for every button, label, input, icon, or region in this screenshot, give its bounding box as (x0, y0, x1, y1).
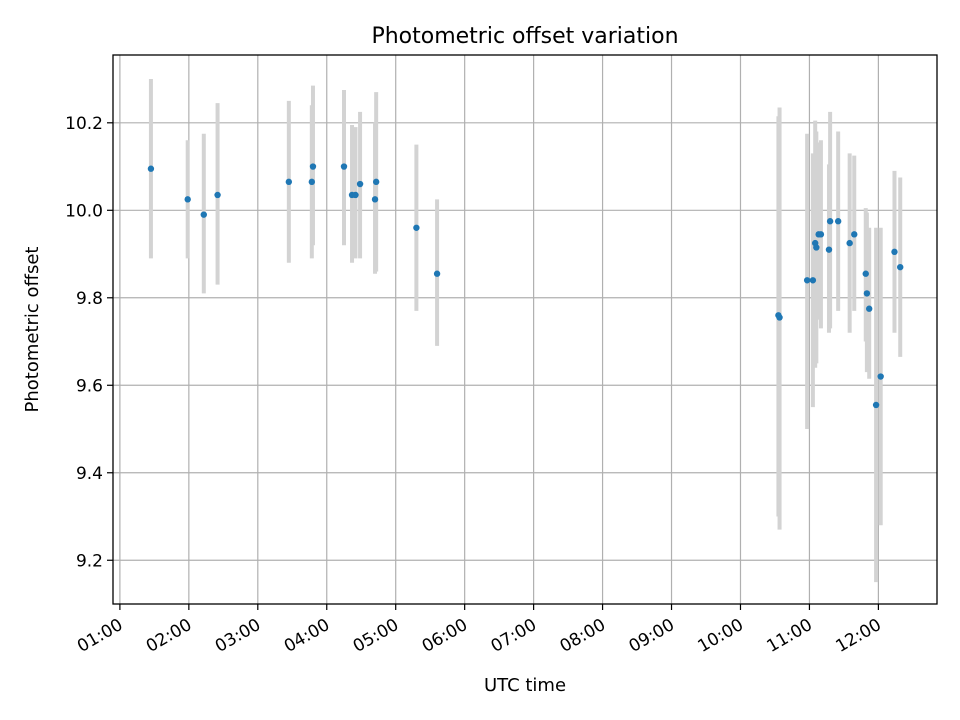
y-tick-label: 9.8 (76, 289, 103, 309)
data-point (863, 290, 871, 297)
y-tick-label: 10.0 (65, 201, 103, 221)
data-point (372, 178, 380, 186)
chart-title: Photometric offset variation (371, 24, 678, 49)
data-point (813, 244, 820, 251)
data-point (851, 231, 858, 238)
y-tick-label: 10.2 (65, 114, 103, 134)
x-axis-ticks: 01:00 02:00 03:00 04:00 05:00 06:00 07:00 08:00… (74, 604, 885, 657)
x-tick-label: 07:00 (488, 615, 540, 657)
x-tick-label: 02:00 (143, 615, 195, 657)
y-tick-label: 9.2 (76, 551, 103, 571)
data-point (897, 263, 904, 271)
data-point (413, 224, 420, 231)
x-tick-label: 05:00 (350, 615, 402, 657)
x-tick-label: 06:00 (419, 615, 471, 657)
data-point (872, 401, 880, 409)
x-tick-label: 11:00 (763, 615, 815, 657)
data-point (433, 270, 441, 277)
y-axis-ticks: 9.2 9.4 9.6 9.8 10.0 10.2 (65, 114, 113, 571)
data-point (309, 163, 317, 170)
data-point (862, 270, 869, 277)
x-tick-label: 01:00 (74, 615, 126, 657)
grid-layer (113, 55, 937, 604)
data-point (371, 196, 379, 203)
data-point (846, 239, 853, 247)
y-tick-label: 9.4 (76, 464, 103, 484)
data-point (826, 218, 834, 225)
x-tick-label: 10:00 (695, 615, 747, 657)
data-points (147, 163, 904, 409)
data-point (340, 163, 348, 170)
error-bars (148, 79, 903, 583)
data-point (308, 178, 316, 186)
data-point (285, 178, 293, 186)
x-tick-label: 04:00 (281, 615, 333, 657)
data-point (877, 373, 884, 380)
data-point (891, 248, 898, 256)
data-point (184, 196, 191, 203)
data-point (356, 180, 364, 188)
y-tick-label: 9.6 (76, 376, 103, 396)
data-point (803, 277, 811, 284)
x-tick-label: 12:00 (832, 615, 884, 657)
data-point (214, 191, 221, 199)
x-tick-label: 08:00 (557, 615, 609, 657)
data-point (825, 246, 833, 253)
x-tick-label: 09:00 (626, 615, 678, 657)
x-tick-label: 03:00 (212, 615, 264, 657)
data-point (865, 305, 873, 312)
data-point (817, 231, 825, 238)
data-point (352, 191, 359, 199)
data-point (147, 165, 155, 172)
x-axis-label: UTC time (484, 675, 566, 696)
y-axis-label: Photometric offset (22, 247, 43, 413)
data-point (809, 277, 817, 284)
data-point (834, 218, 842, 225)
axes-frame (112, 54, 938, 605)
data-point (776, 314, 783, 321)
data-point (200, 211, 207, 218)
